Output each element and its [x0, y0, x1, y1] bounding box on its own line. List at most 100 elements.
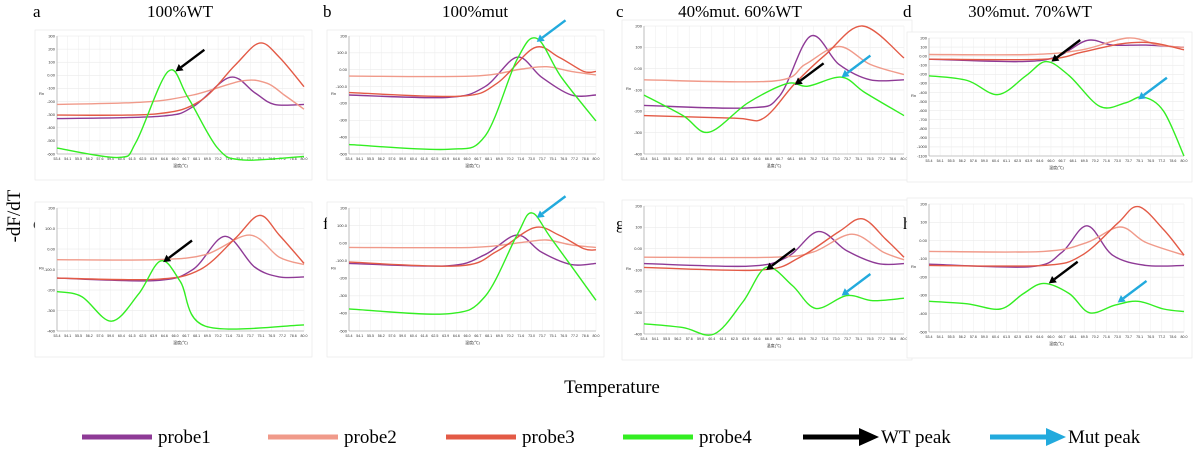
x-tick-label: 66.7	[1059, 159, 1066, 163]
x-tick-label: 80.0	[301, 157, 308, 161]
wt-peak-arrow	[1051, 39, 1081, 62]
legend-item-probe4: probe4	[623, 427, 752, 448]
legend-label: probe2	[344, 427, 397, 448]
x-tick-label: 70.2	[507, 157, 514, 161]
panel-x-caption: 温度(℃)	[767, 342, 782, 348]
y-axis-label: -dF/dT	[4, 189, 25, 242]
x-tick-label: 60.4	[708, 157, 715, 161]
x-tick-label: 53.4	[54, 334, 61, 338]
x-tick-label: 59.0	[107, 334, 114, 338]
y-tick-label: -500	[919, 329, 928, 334]
x-tick-label: 71.6	[517, 334, 524, 338]
x-tick-label: 73.0	[236, 334, 243, 338]
x-tick-label: 63.9	[742, 157, 749, 161]
series-probe4	[928, 60, 1185, 157]
y-tick-label: -300	[339, 293, 348, 298]
y-tick-label: -100	[919, 63, 928, 68]
y-tick-label: -400	[919, 311, 928, 316]
x-tick-label: 76.5	[560, 157, 567, 161]
x-tick-label: 70.2	[1092, 335, 1099, 339]
x-tick-label: 66.7	[182, 157, 189, 161]
y-tick-label: 200	[920, 201, 927, 206]
x-tick-label: 59.0	[697, 157, 704, 161]
y-tick-label: 100.0	[337, 223, 348, 228]
y-tick-label: -100.0	[336, 258, 348, 263]
panel-y-caption: Rn	[331, 266, 336, 271]
x-tick-label: 73.0	[1114, 159, 1121, 163]
x-tick-label: 69.5	[496, 157, 503, 161]
x-tick-label: 78.6	[1169, 159, 1176, 163]
series-probe2	[56, 79, 305, 110]
x-tick-label: 55.5	[75, 334, 82, 338]
x-tick-label: 59.0	[399, 334, 406, 338]
x-tick-label: 76.5	[867, 337, 874, 341]
x-tick-label: 62.5	[731, 337, 738, 341]
x-tick-label: 75.1	[258, 334, 265, 338]
x-tick-label: 68.1	[1070, 159, 1077, 163]
mut-peak-arrow	[841, 273, 872, 296]
wt-peak-arrow	[766, 247, 796, 270]
x-tick-label: 77.2	[1158, 159, 1165, 163]
wt-peak-arrow	[794, 62, 825, 85]
x-tick-label: 60.4	[410, 334, 417, 338]
series-probe2	[643, 45, 905, 83]
x-tick-label: 57.6	[388, 157, 395, 161]
x-tick-label: 76.5	[1147, 159, 1154, 163]
y-tick-label: -200	[634, 289, 643, 294]
y-tick-label: -800	[919, 126, 928, 131]
panel-frame	[621, 19, 913, 181]
y-tick-label: -200	[47, 99, 56, 104]
x-tick-label: 71.6	[1103, 159, 1110, 163]
x-tick-label: 53.4	[926, 159, 933, 163]
x-tick-label: 63.9	[1025, 335, 1032, 339]
x-tick-label: 73.0	[528, 157, 535, 161]
x-tick-label: 71.6	[1103, 335, 1110, 339]
y-tick-label: 0.00	[339, 240, 348, 245]
panel-label: b	[323, 2, 332, 21]
x-tick-label: 53.4	[926, 335, 933, 339]
panel-e: e200100.00.00-100.0-200-300-40053.454.15…	[33, 201, 313, 358]
y-tick-label: -400	[919, 90, 928, 95]
panel-label: g	[616, 214, 625, 233]
x-tick-label: 66.0	[1047, 335, 1054, 339]
x-tick-label: 68.1	[485, 157, 492, 161]
x-tick-label: 64.6	[453, 157, 460, 161]
series-probe1	[928, 39, 1185, 63]
x-tick-label: 55.5	[367, 157, 374, 161]
x-tick-label: 54.1	[652, 157, 659, 161]
x-tick-label: 54.1	[64, 157, 71, 161]
series-probe1	[56, 235, 305, 282]
y-tick-label: -300	[634, 130, 643, 135]
x-tick-label: 78.6	[290, 157, 297, 161]
legend-item-probe2: probe2	[268, 427, 397, 448]
y-tick-label: -400	[47, 125, 56, 130]
mut-peak-arrow	[1117, 279, 1148, 303]
x-tick-label: 63.9	[150, 334, 157, 338]
y-tick-label: -400	[634, 151, 643, 156]
wt-peak-arrow	[175, 48, 206, 72]
x-tick-label: 57.6	[686, 337, 693, 341]
y-tick-label: 200	[635, 203, 642, 208]
x-tick-label: 71.6	[225, 334, 232, 338]
x-tick-label: 69.5	[496, 334, 503, 338]
y-tick-label: 0.00	[634, 246, 643, 251]
x-tick-label: 59.0	[697, 337, 704, 341]
panel-y-caption: Rn	[626, 86, 631, 91]
y-tick-label: -100.0	[44, 267, 56, 272]
mut-peak-arrow	[1138, 76, 1168, 100]
x-tick-label: 63.9	[1025, 159, 1032, 163]
x-tick-label: 73.0	[833, 157, 840, 161]
series-probe1	[643, 34, 905, 109]
x-tick-label: 78.6	[889, 157, 896, 161]
x-tick-label: 54.1	[356, 157, 363, 161]
series-probe2	[56, 234, 305, 266]
panel-x-caption: 温度(℃)	[173, 162, 188, 168]
panel-frame	[906, 31, 1193, 183]
x-tick-label: 77.2	[279, 334, 286, 338]
series-probe3	[348, 226, 597, 267]
x-tick-label: 80.0	[593, 334, 600, 338]
x-tick-label: 57.6	[970, 335, 977, 339]
x-tick-label: 62.5	[1014, 159, 1021, 163]
x-tick-label: 60.4	[992, 159, 999, 163]
y-tick-label: 0.00	[919, 238, 928, 243]
